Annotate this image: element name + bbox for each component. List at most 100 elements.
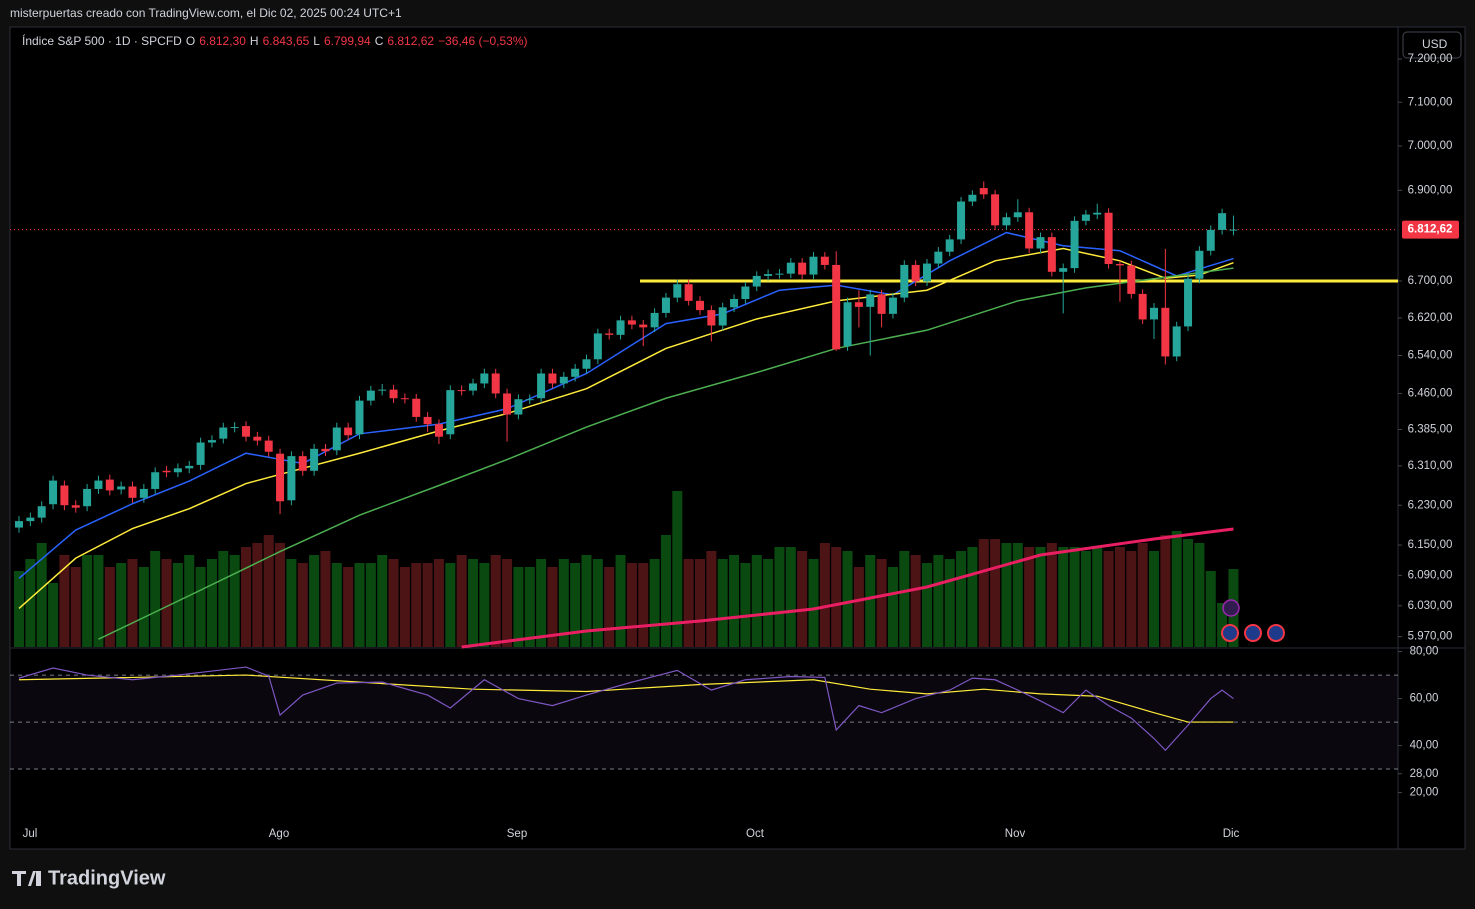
volume-bar	[910, 555, 921, 647]
volume-bar	[184, 555, 195, 647]
volume-bar	[808, 559, 819, 647]
rsi-ma	[18, 674, 1234, 723]
volume-bar	[445, 563, 456, 647]
volume-bar	[343, 567, 354, 647]
volume-bar	[536, 559, 547, 647]
candle-body	[389, 389, 398, 399]
volume-bar	[899, 551, 910, 647]
candle-body	[707, 310, 716, 326]
brand: TradingView	[48, 867, 166, 889]
candle-body	[321, 448, 330, 452]
candle-body	[298, 456, 307, 471]
volume-bar	[785, 547, 796, 647]
symbol: Índice S&P 500 · 1D · SPCFD	[22, 33, 182, 48]
volume-bar	[1205, 571, 1216, 647]
volume-bar	[388, 559, 399, 647]
candle-body	[412, 398, 421, 417]
candle-body	[253, 436, 262, 441]
volume-bar	[241, 547, 251, 647]
candle-body	[673, 284, 682, 298]
volume-bar	[638, 563, 649, 647]
volume-bar	[1024, 547, 1035, 647]
x-tick-label: Sep	[507, 828, 527, 840]
rsi-tick-label: 20,00	[1410, 787, 1439, 799]
volume-bar	[1103, 551, 1114, 647]
volume-bar	[93, 555, 104, 647]
volume-bar	[660, 535, 671, 647]
candle-body	[798, 262, 807, 275]
candle-body	[128, 486, 137, 498]
candle-body	[1036, 237, 1045, 249]
event-icon	[1244, 624, 1262, 642]
candle-body	[718, 307, 727, 326]
volume-bar	[887, 567, 898, 647]
last-price-tag	[1402, 220, 1459, 239]
candle-body	[1206, 229, 1215, 251]
candle-body	[559, 376, 568, 384]
volume-bar	[1126, 551, 1137, 647]
y-tick-label: 6.230,00	[1408, 499, 1453, 511]
volume-bar	[570, 563, 581, 647]
candle-body	[1229, 229, 1238, 231]
volume-bar	[592, 559, 603, 647]
candle-body	[1070, 220, 1079, 269]
volume-bar	[978, 539, 989, 647]
volume-bar	[933, 555, 944, 647]
volume-bar	[252, 543, 263, 647]
rsi-tick-label: 60,00	[1410, 693, 1439, 705]
candle-body	[151, 472, 160, 489]
volume-bar	[14, 571, 24, 647]
rsi-tick-label: 28,00	[1410, 768, 1439, 780]
candle-body	[344, 427, 353, 436]
candle-body	[877, 294, 886, 314]
volume-bar	[1046, 543, 1057, 647]
volume-bar	[558, 559, 569, 647]
y-tick-label: 6.090,00	[1408, 569, 1453, 581]
volume-bar	[604, 567, 615, 647]
volume-bar	[25, 559, 36, 647]
volume-bar	[479, 563, 490, 647]
candle-body	[1184, 278, 1193, 327]
volume-bar	[1160, 535, 1171, 647]
logo-icon	[12, 871, 41, 886]
candle-body	[582, 359, 591, 369]
candle-body	[366, 390, 375, 401]
candle-body	[957, 201, 966, 240]
volume-bar	[297, 563, 308, 647]
legend: Índice S&P 500 · 1D · SPCFD O 6.812,30 H 6.8…	[22, 33, 528, 48]
volume-bar	[683, 559, 694, 647]
event-icon	[1267, 624, 1285, 642]
ohlc-key: L	[313, 34, 320, 48]
volume-bar	[547, 567, 558, 647]
candle-body	[94, 480, 103, 489]
ohlc-key: H	[250, 34, 259, 48]
volume-bar	[456, 555, 467, 647]
volume-bar	[127, 559, 138, 647]
last-price-label: 6.812,62	[1408, 224, 1453, 236]
volume-bar	[195, 567, 206, 647]
candle-body	[434, 424, 443, 437]
volume-bar	[320, 551, 331, 647]
candle-body	[616, 320, 625, 335]
y-tick-label: 7.100,00	[1408, 96, 1453, 108]
volume-bar	[331, 563, 342, 647]
volume-bar	[763, 559, 774, 647]
candle-body	[105, 479, 114, 491]
candle-body	[446, 390, 455, 435]
volume-bar	[422, 563, 433, 647]
currency-button[interactable]	[1402, 31, 1462, 59]
candle-body	[1172, 326, 1181, 357]
candle-body	[1093, 212, 1102, 215]
candle-body	[71, 505, 80, 508]
legend-text: Índice S&P 500 · 1D · SPCFD O 6.812,30 H 6.8…	[22, 33, 528, 48]
volume-bar	[649, 559, 660, 647]
volume-bar	[797, 551, 808, 647]
volume-bar	[59, 555, 70, 647]
candle-body	[514, 399, 523, 415]
volume-bar	[138, 567, 149, 647]
candle-body	[162, 470, 171, 473]
event-icon	[1221, 624, 1239, 642]
volume-bar	[286, 559, 297, 647]
candle-body	[1025, 212, 1034, 249]
x-tick-label: Dic	[1223, 828, 1240, 840]
